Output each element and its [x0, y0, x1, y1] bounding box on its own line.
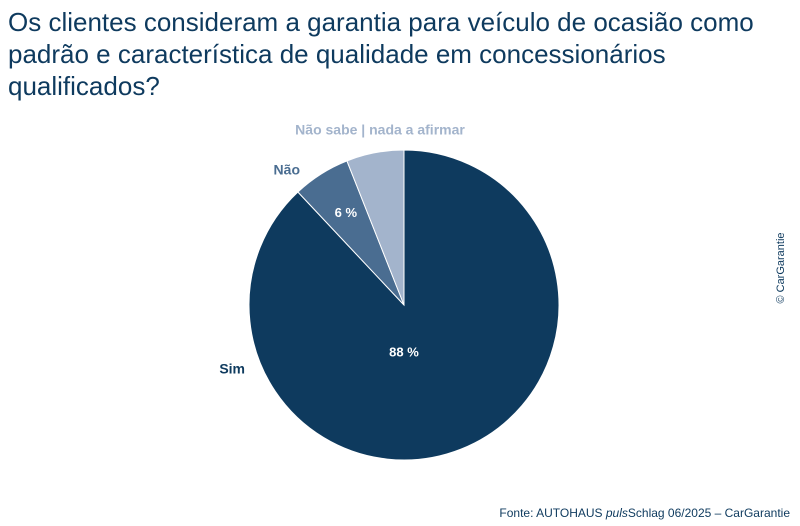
source-text: Fonte: AUTOHAUS pulsSchlag 06/2025 – Car… — [499, 506, 790, 520]
pie-slice-nao-sabe-nada-a-afirmar — [346, 149, 405, 306]
chart-title: Os clientes consideram a garantia para v… — [8, 7, 754, 101]
value-label-nao: 6 % — [335, 205, 358, 220]
category-label-nao: Não — [274, 162, 300, 178]
source-italic: puls — [605, 506, 628, 520]
category-label-nao-sabe-nada-a-afirmar: Não sabe | nada a afirmar — [295, 122, 465, 138]
value-label-sim: 88 % — [389, 344, 419, 359]
source-prefix: Fonte: AUTOHAUS — [499, 506, 606, 520]
category-label-sim: Sim — [219, 361, 245, 377]
source-suffix: Schlag 06/2025 – CarGarantie — [627, 506, 790, 520]
copyright-text: © CarGarantie — [775, 232, 787, 304]
